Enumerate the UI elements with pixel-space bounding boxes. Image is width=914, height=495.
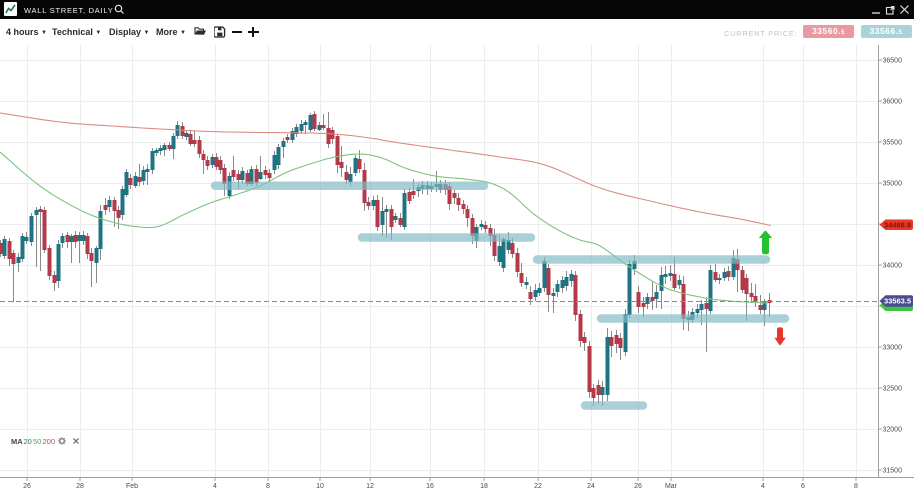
svg-text:32500: 32500 bbox=[883, 386, 903, 393]
svg-text:34488.9: 34488.9 bbox=[884, 220, 911, 229]
svg-text:50: 50 bbox=[33, 437, 41, 446]
svg-text:MA: MA bbox=[11, 437, 23, 446]
svg-text:12: 12 bbox=[366, 483, 374, 490]
svg-text:200: 200 bbox=[43, 437, 56, 446]
svg-text:10: 10 bbox=[316, 483, 324, 490]
svg-text:35500: 35500 bbox=[883, 140, 903, 147]
svg-text:28: 28 bbox=[76, 483, 84, 490]
svg-text:Feb: Feb bbox=[126, 483, 138, 490]
svg-text:32000: 32000 bbox=[883, 427, 903, 434]
svg-text:20: 20 bbox=[24, 437, 32, 446]
svg-text:34000: 34000 bbox=[883, 263, 903, 270]
svg-text:4: 4 bbox=[761, 483, 765, 490]
svg-text:4: 4 bbox=[213, 483, 217, 490]
svg-text:6: 6 bbox=[801, 483, 805, 490]
svg-text:35000: 35000 bbox=[883, 181, 903, 188]
svg-text:26: 26 bbox=[23, 483, 31, 490]
svg-text:16: 16 bbox=[426, 483, 434, 490]
svg-text:8: 8 bbox=[854, 483, 858, 490]
svg-text:Mar: Mar bbox=[665, 483, 678, 490]
svg-text:26: 26 bbox=[634, 483, 642, 490]
svg-text:36000: 36000 bbox=[883, 99, 903, 106]
svg-text:31500: 31500 bbox=[883, 468, 903, 475]
svg-text:24: 24 bbox=[587, 483, 595, 490]
svg-text:33000: 33000 bbox=[883, 345, 903, 352]
svg-text:33563.5: 33563.5 bbox=[884, 297, 911, 306]
svg-text:8: 8 bbox=[266, 483, 270, 490]
svg-text:22: 22 bbox=[534, 483, 542, 490]
svg-text:18: 18 bbox=[480, 483, 488, 490]
svg-text:36500: 36500 bbox=[883, 58, 903, 65]
